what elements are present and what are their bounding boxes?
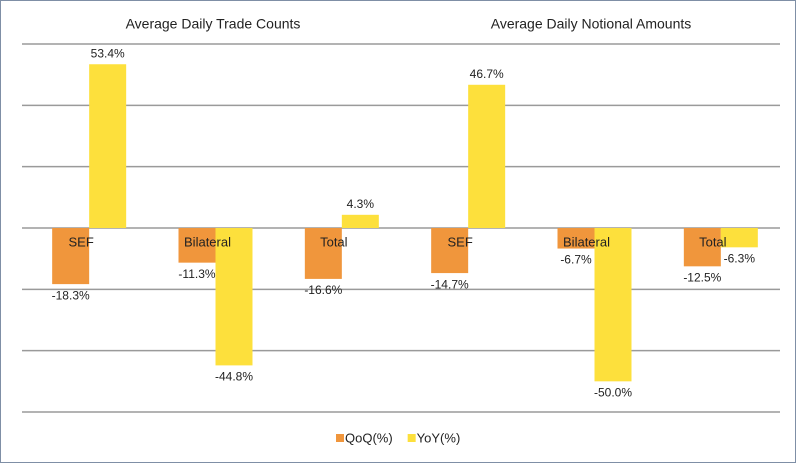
bar <box>468 84 506 228</box>
value-label: -11.3% <box>178 267 215 281</box>
panel-title: Average Daily Notional Amounts <box>491 16 692 32</box>
legend-swatch <box>407 434 416 442</box>
panel-title: Average Daily Trade Counts <box>126 16 301 32</box>
bar <box>594 228 632 382</box>
value-label: 4.3% <box>347 197 375 211</box>
bar <box>431 228 469 274</box>
bar <box>683 228 721 267</box>
value-label: -44.8% <box>215 370 253 384</box>
x-tick-label: Total <box>320 234 348 249</box>
value-label: -12.5% <box>683 271 721 285</box>
x-tick-label: SEF <box>448 234 473 249</box>
value-label: -6.7% <box>560 253 592 267</box>
value-label: 53.4% <box>91 46 125 60</box>
x-tick-label: SEF <box>69 234 94 249</box>
value-label: -50.0% <box>594 386 632 400</box>
legend-label: QoQ(%) <box>345 430 393 445</box>
bar <box>89 64 127 229</box>
legend-swatch <box>336 434 344 442</box>
bar <box>720 228 758 248</box>
bar <box>341 214 379 228</box>
value-label: -16.6% <box>304 283 342 297</box>
x-tick-label: Total <box>699 234 727 249</box>
bar <box>557 228 595 249</box>
x-tick-label: Bilateral <box>184 234 231 249</box>
bar <box>52 228 90 285</box>
x-tick-label: Bilateral <box>563 234 610 249</box>
bar <box>304 228 342 279</box>
value-label: -14.7% <box>431 277 469 291</box>
value-label: 46.7% <box>470 67 504 81</box>
bar <box>178 228 216 263</box>
value-label: -6.3% <box>724 251 756 265</box>
legend-label: YoY(%) <box>417 430 461 445</box>
bar <box>215 228 253 366</box>
value-label: -18.3% <box>52 288 90 302</box>
